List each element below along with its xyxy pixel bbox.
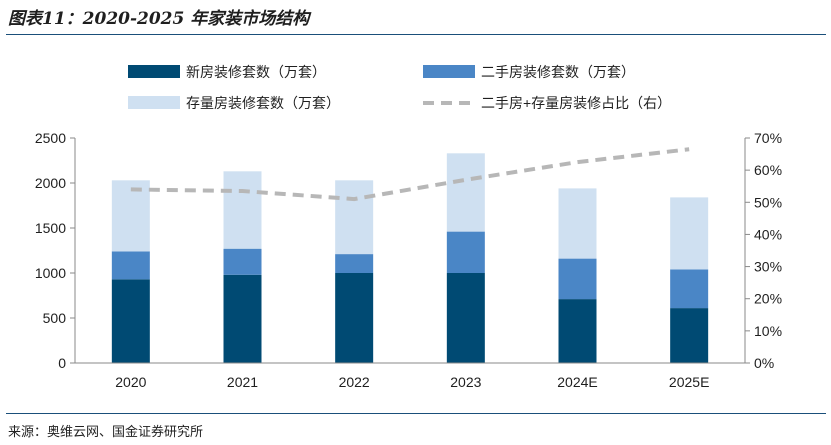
bar-stock-2023: [446, 153, 485, 232]
y-left-tick-label: 2000: [35, 175, 66, 191]
y-right-tick-label: 20%: [754, 291, 782, 307]
bar-second_hand-2020: [111, 251, 150, 280]
x-tick-label: 2025E: [669, 374, 709, 390]
x-tick-label: 2024E: [557, 374, 597, 390]
y-left-tick-label: 2500: [35, 130, 66, 146]
ratio-line-path: [130, 147, 690, 202]
legend-label-3: 二手房+存量房装修占比（右）: [481, 95, 671, 111]
y-right-tick-label: 60%: [754, 162, 782, 178]
bar-second_hand-2024E: [558, 258, 597, 300]
bar-second_hand-2021: [223, 248, 262, 275]
chart-legend: 新房装修套数（万套） 二手房装修套数（万套） 存量房装修套数（万套） 二手房+存量房装…: [128, 64, 671, 111]
legend-label-1: 二手房装修套数（万套）: [481, 64, 635, 80]
bar-second_hand-2022: [335, 254, 374, 273]
y-left-tick-label: 500: [43, 310, 67, 326]
stacked-bar-line-chart: 新房装修套数（万套） 二手房装修套数（万套） 存量房装修套数（万套） 二手房+存量房装…: [35, 64, 782, 390]
y-left-tick-label: 1000: [35, 265, 66, 281]
bar-second_hand-2023: [446, 231, 485, 273]
y-right-tick-label: 10%: [754, 323, 782, 339]
legend-swatch-1: [423, 65, 475, 78]
bar-new_house-2021: [223, 274, 262, 363]
bar-stock-2022: [335, 180, 374, 255]
bar-new_house-2024E: [558, 299, 597, 363]
bar-stock-2021: [223, 171, 262, 249]
ratio-line: [130, 147, 690, 202]
bar-stock-2024E: [558, 188, 597, 259]
x-tick-label: 2021: [227, 374, 258, 390]
legend-label-2: 存量房装修套数（万套）: [186, 95, 340, 111]
y-left-tick-label: 1500: [35, 220, 66, 236]
legend-label-0: 新房装修套数（万套）: [186, 64, 326, 80]
y-left-tick-label: 0: [58, 355, 66, 371]
y-right-tick-label: 0%: [754, 355, 774, 371]
y-right-tick-label: 50%: [754, 194, 782, 210]
bar-new_house-2022: [335, 273, 374, 363]
x-tick-label: 2022: [339, 374, 370, 390]
figure-title: 图表11：2020-2025 年家装市场结构: [8, 9, 310, 29]
bar-new_house-2025E: [670, 308, 709, 363]
bar-stock-2020: [111, 180, 150, 252]
source-rule: [6, 413, 826, 414]
title-rule: [6, 34, 826, 35]
chart-axes: 0 500 1000 1500 2000 2500 0% 10% 20% 30% 40% 50% 60%…: [35, 130, 782, 390]
legend-swatch-0: [128, 65, 180, 78]
x-tick-label: 2020: [115, 374, 146, 390]
y-right-tick-label: 30%: [754, 259, 782, 275]
bar-second_hand-2025E: [670, 269, 709, 309]
bar-marks: [111, 153, 709, 363]
bar-stock-2025E: [670, 197, 709, 270]
x-tick-label: 2023: [450, 374, 481, 390]
bar-new_house-2020: [111, 279, 150, 363]
y-right-tick-label: 70%: [754, 130, 782, 146]
bar-new_house-2023: [446, 273, 485, 363]
y-right-tick-label: 40%: [754, 226, 782, 242]
source-note: 来源：奥维云网、国金证券研究所: [8, 425, 204, 440]
legend-swatch-2: [128, 96, 180, 109]
